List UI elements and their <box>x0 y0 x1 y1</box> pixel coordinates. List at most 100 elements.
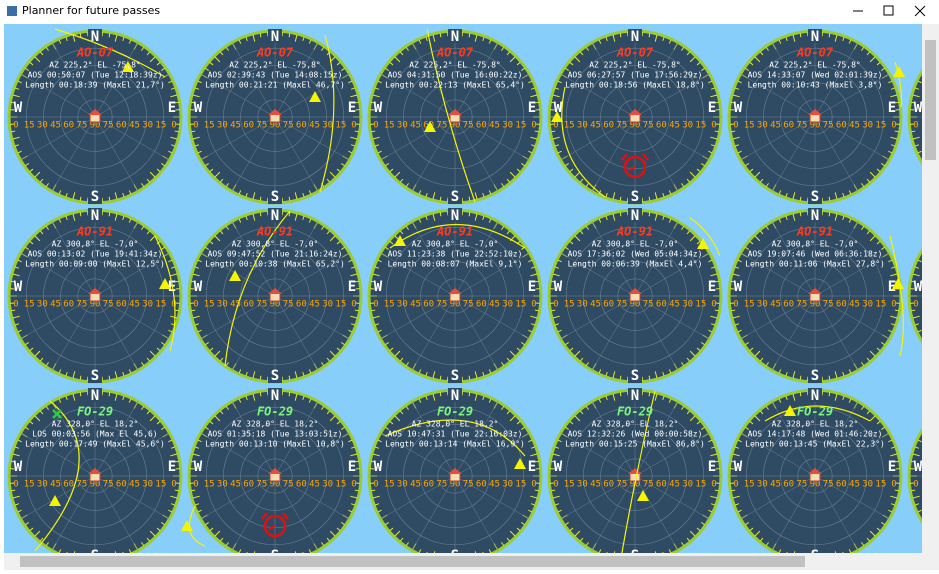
azimuth-tick <box>289 33 290 37</box>
elevation-scale-label: 45 <box>410 480 421 490</box>
satellite-position: AZ 300,8° EL -7,0° <box>772 240 859 249</box>
azimuth-tick <box>260 197 261 201</box>
elevation-scale-label: 0 <box>913 121 918 131</box>
elevation-scale-label: 0 <box>711 480 716 490</box>
azimuth-tick <box>535 490 539 491</box>
satellite-name: AO-91 <box>616 225 653 239</box>
elevation-scale-label: 0 <box>193 121 198 131</box>
elevation-scale-label: 15 <box>744 480 755 490</box>
azimuth-tick <box>731 490 735 491</box>
horizontal-scroll-thumb[interactable] <box>20 556 805 567</box>
elevation-scale-label: 45 <box>309 121 320 131</box>
compass-south: S <box>451 368 459 384</box>
azimuth-tick <box>800 212 801 216</box>
elevation-scale-label: 0 <box>891 121 896 131</box>
satellite-position: AZ 328,0° EL 18,2° <box>592 420 679 429</box>
compass-north: N <box>631 388 639 404</box>
elevation-scale-label: 75 <box>103 121 114 131</box>
compass-south: S <box>91 368 99 384</box>
azimuth-tick <box>800 33 801 37</box>
satellite-name: AO-07 <box>616 46 654 60</box>
azimuth-tick <box>731 310 735 311</box>
azimuth-tick <box>355 131 359 132</box>
azimuth-tick <box>109 33 110 37</box>
elevation-scale-label: 45 <box>489 300 500 310</box>
compass-west: W <box>374 100 383 116</box>
compass-south: S <box>631 189 639 205</box>
elevation-scale-label: 30 <box>217 480 228 490</box>
satellite-name: FO-29 <box>797 405 833 419</box>
elevation-scale-label: 45 <box>590 480 601 490</box>
home-icon <box>630 473 640 481</box>
elevation-scale-label: 60 <box>783 121 794 131</box>
pass-aos: AOS 14:17:48 (Wed 01:46:20z) <box>748 430 883 439</box>
elevation-scale-label: 30 <box>502 480 513 490</box>
satellite-position: AZ 328,0° EL 18,2° <box>232 420 319 429</box>
pass-aos: AOS 00:50:07 (Tue 12:18:39z) <box>28 71 163 80</box>
pass-aos: AOS 04:31:50 (Tue 16:00:22z) <box>388 71 523 80</box>
elevation-scale-label: 60 <box>243 121 254 131</box>
elevation-scale-label: 75 <box>616 480 627 490</box>
home-icon <box>270 114 280 122</box>
elevation-scale-label: 45 <box>129 480 140 490</box>
elevation-scale-label: 30 <box>322 480 333 490</box>
elevation-scale-label: 45 <box>50 121 61 131</box>
elevation-scale-label: 75 <box>643 300 654 310</box>
elevation-scale-label: 60 <box>423 300 434 310</box>
elevation-scale-label: 30 <box>217 121 228 131</box>
azimuth-tick <box>649 197 650 201</box>
pass-length: Length 00:18:39 (MaxEl 21,7°) <box>25 81 165 90</box>
compass-north: N <box>811 29 819 45</box>
azimuth-tick <box>649 376 650 380</box>
elevation-scale-label: 30 <box>322 121 333 131</box>
elevation-scale-label: 60 <box>783 480 794 490</box>
elevation-scale-label: 45 <box>410 300 421 310</box>
pass-aos: AOS 19:07:46 (Wed 06:36:18z) <box>748 250 883 259</box>
pass-aos: AOS 17:36:02 (Wed 05:04:34z) <box>568 250 703 259</box>
azimuth-tick <box>80 376 81 380</box>
home-icon <box>630 293 640 301</box>
elevation-scale-label: 30 <box>502 121 513 131</box>
elevation-scale-label: 0 <box>193 300 198 310</box>
pass-aos: AOS 06:27:57 (Tue 17:56:29z) <box>568 71 703 80</box>
elevation-scale-label: 45 <box>230 480 241 490</box>
elevation-scale-label: 60 <box>63 480 74 490</box>
home-icon <box>90 293 100 301</box>
elevation-scale-label: 30 <box>577 480 588 490</box>
elevation-scale-label: 45 <box>309 300 320 310</box>
window-title: Planner for future passes <box>22 4 160 17</box>
compass-east: E <box>708 279 716 295</box>
azimuth-tick <box>895 131 899 132</box>
elevation-scale-label: 75 <box>283 480 294 490</box>
compass-west: W <box>914 100 923 116</box>
azimuth-tick <box>109 197 110 201</box>
azimuth-tick <box>289 197 290 201</box>
elevation-scale-label: 75 <box>463 121 474 131</box>
satellite-name: AO-91 <box>256 225 293 239</box>
elevation-scale-label: 15 <box>515 480 526 490</box>
elevation-scale-label: 75 <box>823 480 834 490</box>
elevation-scale-label: 75 <box>823 300 834 310</box>
elevation-scale-label: 75 <box>256 480 267 490</box>
azimuth-tick <box>469 392 470 396</box>
elevation-scale-label: 60 <box>603 300 614 310</box>
elevation-scale-label: 15 <box>695 480 706 490</box>
azimuth-tick <box>355 310 359 311</box>
elevation-scale-label: 30 <box>757 480 768 490</box>
compass-west: W <box>194 459 203 475</box>
vertical-scroll-thumb[interactable] <box>925 40 936 160</box>
elevation-scale-label: 75 <box>823 121 834 131</box>
elevation-scale-label: 45 <box>849 300 860 310</box>
elevation-scale-label: 60 <box>116 121 127 131</box>
elevation-scale-label: 0 <box>733 300 738 310</box>
satellite-position: AZ 328,0° EL 18,2° <box>52 420 139 429</box>
azimuth-tick <box>535 310 539 311</box>
azimuth-tick <box>260 212 261 216</box>
elevation-scale-label: 75 <box>643 121 654 131</box>
elevation-scale-label: 45 <box>669 480 680 490</box>
elevation-scale-label: 60 <box>656 121 667 131</box>
elevation-scale-label: 75 <box>436 480 447 490</box>
compass-west: W <box>914 459 923 475</box>
elevation-scale-label: 15 <box>335 480 346 490</box>
